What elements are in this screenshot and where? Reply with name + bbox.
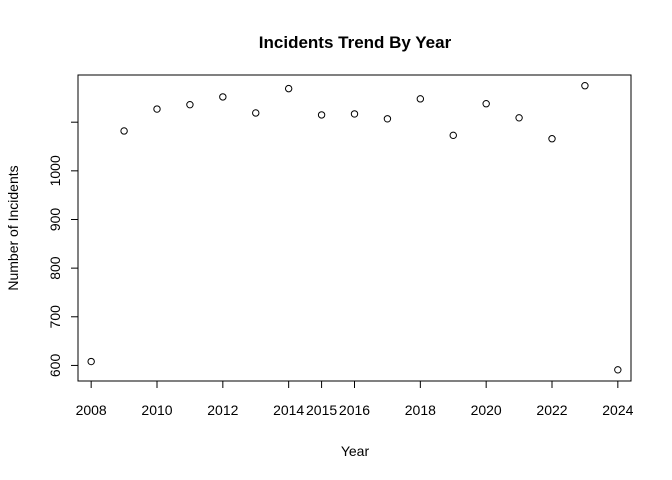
x-tick-label: 2024 bbox=[602, 402, 633, 418]
data-point bbox=[317, 111, 326, 119]
x-tick-label: 2012 bbox=[207, 402, 238, 418]
x-tick-label: 2014 bbox=[273, 402, 304, 418]
data-point bbox=[515, 114, 523, 122]
data-point bbox=[482, 100, 490, 108]
y-tick-label: 900 bbox=[47, 208, 63, 232]
data-point bbox=[219, 93, 227, 101]
x-tick-label: 2018 bbox=[405, 402, 436, 418]
y-tick-label: 600 bbox=[47, 354, 63, 378]
y-axis-label: Number of Incidents bbox=[5, 165, 21, 290]
data-point bbox=[383, 115, 392, 123]
y-tick-label: 700 bbox=[47, 305, 63, 329]
chart-title: Incidents Trend By Year bbox=[259, 33, 452, 52]
y-tick-label: 1000 bbox=[47, 155, 63, 186]
data-point bbox=[252, 109, 260, 117]
data-points bbox=[87, 82, 622, 374]
data-point bbox=[581, 82, 589, 90]
data-point bbox=[120, 127, 128, 135]
data-point bbox=[548, 135, 556, 143]
x-tick-label: 2022 bbox=[536, 402, 567, 418]
x-tick-label: 2010 bbox=[141, 402, 172, 418]
plot-frame bbox=[77, 74, 632, 382]
data-point bbox=[416, 95, 425, 103]
x-axis: 2008 2010 2012 2014 2015 2016 2018 2020 2022 2024 bbox=[76, 380, 634, 418]
data-point bbox=[186, 100, 194, 109]
data-point bbox=[153, 105, 161, 113]
y-tick-label: 800 bbox=[47, 256, 63, 280]
data-point bbox=[449, 131, 457, 140]
data-point bbox=[614, 366, 622, 374]
x-tick-label: 2008 bbox=[76, 402, 107, 418]
x-axis-label: Year bbox=[341, 443, 370, 459]
data-point bbox=[87, 357, 95, 366]
data-point bbox=[350, 110, 359, 118]
data-point bbox=[284, 84, 293, 93]
y-axis: 600 700 800 900 1000 bbox=[47, 121, 79, 378]
x-tick-label: 2016 bbox=[339, 402, 370, 418]
x-tick-label: 2015 bbox=[306, 402, 337, 418]
x-tick-label: 2020 bbox=[471, 402, 502, 418]
